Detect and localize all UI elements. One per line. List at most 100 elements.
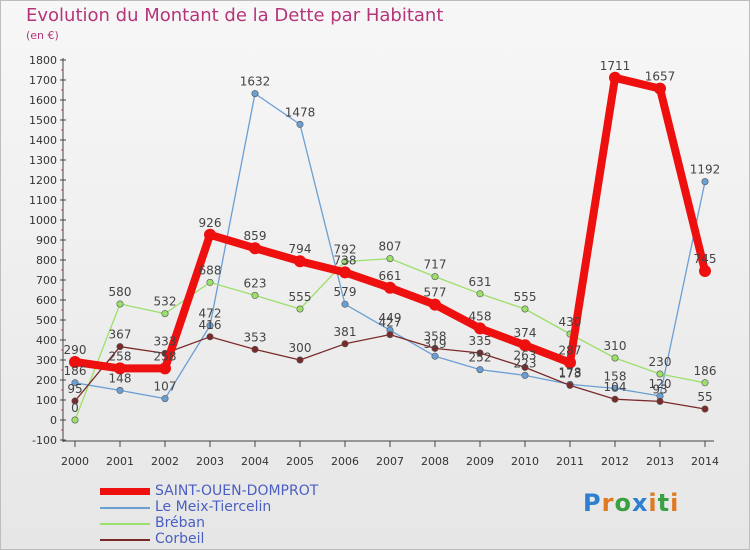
data-point: [296, 120, 304, 128]
data-point: [386, 255, 394, 263]
y-tick-label: 900: [36, 234, 57, 247]
data-point: [339, 266, 351, 279]
data-label: 579: [334, 285, 357, 299]
x-tick-label: 2010: [511, 455, 539, 468]
data-point: [656, 397, 664, 405]
data-point: [386, 331, 394, 339]
data-label: 258: [109, 349, 132, 363]
y-tick-label: 1600: [29, 94, 57, 107]
data-label: 1657: [645, 70, 676, 84]
data-label: 333: [154, 334, 177, 348]
data-label: 792: [334, 243, 357, 257]
data-point: [71, 379, 79, 387]
data-point: [341, 258, 349, 266]
proxiti-logo: Proxiti: [583, 489, 679, 517]
data-point: [519, 339, 531, 352]
x-tick-label: 2003: [196, 455, 224, 468]
legend-swatch: [100, 488, 150, 495]
data-label: 577: [424, 286, 447, 300]
data-label: 926: [199, 216, 222, 230]
y-tick-label: 1300: [29, 154, 57, 167]
x-tick-label: 2000: [61, 455, 89, 468]
logo-letter: P: [583, 489, 602, 517]
y-tick-label: 200: [36, 374, 57, 387]
data-point: [609, 71, 621, 84]
data-label: 107: [154, 380, 177, 394]
y-tick-label: 800: [36, 254, 57, 267]
data-label: 104: [604, 380, 627, 394]
data-point: [341, 300, 349, 308]
data-label: 1192: [690, 163, 721, 177]
data-point: [251, 345, 259, 353]
legend-swatch: [100, 539, 150, 541]
logo-letter: r: [601, 489, 615, 517]
data-point: [206, 322, 214, 330]
legend-label: Le Meix-Tiercelin: [155, 499, 272, 515]
y-tick-label: 500: [36, 314, 57, 327]
data-point: [251, 291, 259, 299]
y-tick-label: 400: [36, 334, 57, 347]
y-tick-label: 600: [36, 294, 57, 307]
data-point: [611, 395, 619, 403]
data-point: [611, 354, 619, 362]
data-label: 173: [559, 366, 582, 380]
data-label: 223: [514, 356, 537, 370]
data-point: [656, 370, 664, 378]
data-point: [71, 416, 79, 424]
y-tick-label: 1700: [29, 74, 57, 87]
data-label: 532: [154, 295, 177, 309]
data-point: [296, 356, 304, 364]
data-point: [521, 305, 529, 313]
data-point: [296, 305, 304, 313]
data-label: 300: [289, 341, 312, 355]
data-point: [564, 356, 576, 369]
y-tick-label: 100: [36, 394, 57, 407]
legend-swatch: [100, 523, 150, 525]
legend-label: Corbeil: [155, 531, 205, 547]
data-point: [69, 356, 81, 368]
legend-label: SAINT-OUEN-DOMPROT: [155, 483, 319, 499]
data-point: [384, 281, 396, 294]
logo-letter: t: [657, 489, 671, 517]
data-point: [206, 333, 214, 341]
data-label: 178: [559, 365, 582, 379]
data-label: 416: [199, 318, 222, 332]
data-label: 458: [469, 309, 492, 323]
data-point: [116, 386, 124, 394]
data-label: 717: [424, 258, 447, 272]
data-point: [521, 371, 529, 379]
data-label: 555: [514, 290, 537, 304]
data-point: [566, 381, 574, 389]
data-label: 1711: [600, 59, 631, 73]
logo-letter: x: [631, 489, 649, 517]
data-label: 1478: [285, 105, 316, 119]
x-tick-label: 2013: [646, 455, 674, 468]
chart-subtitle: (en €): [26, 29, 59, 42]
data-point: [474, 322, 486, 335]
y-tick-label: 1200: [29, 174, 57, 187]
data-point: [204, 228, 216, 241]
data-label: 0: [71, 401, 79, 415]
data-label: 381: [334, 325, 357, 339]
data-point: [116, 300, 124, 308]
data-label: 287: [559, 344, 582, 358]
data-label: 580: [109, 285, 132, 299]
logo-letter: i: [648, 489, 658, 517]
x-tick-label: 2006: [331, 455, 359, 468]
data-label: 859: [244, 229, 267, 243]
data-point: [521, 363, 529, 371]
data-point: [431, 352, 439, 360]
data-point: [341, 340, 349, 348]
legend-swatch: [100, 507, 150, 509]
x-tick-label: 2014: [691, 455, 719, 468]
data-point: [476, 290, 484, 298]
y-tick-label: 1100: [29, 194, 57, 207]
data-label: 367: [109, 328, 132, 342]
data-label: 148: [109, 371, 132, 385]
data-point: [159, 362, 171, 375]
data-label: 158: [604, 369, 627, 383]
data-label: 290: [64, 343, 87, 357]
data-point: [611, 384, 619, 392]
y-tick-label: -100: [32, 434, 57, 447]
